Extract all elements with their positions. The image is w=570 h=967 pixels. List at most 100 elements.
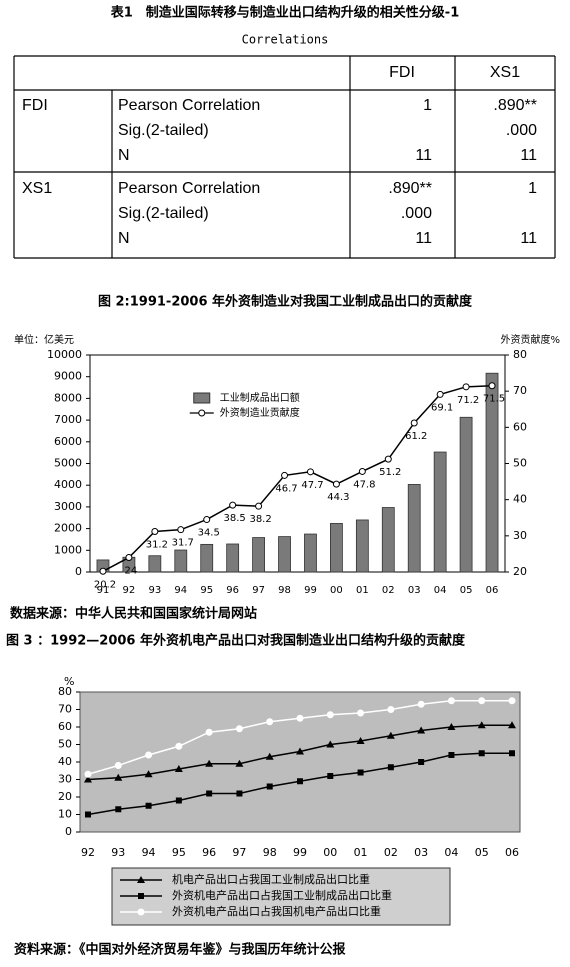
source-note: 资料来源：《中国对外经济贸易年鉴》与我国历年统计公报 xyxy=(14,942,347,958)
x-tick-label: 03 xyxy=(414,846,428,859)
x-tick-label: 01 xyxy=(356,585,369,596)
table-group: XS1 xyxy=(22,180,52,197)
bar xyxy=(278,536,291,573)
table: FDI XS1 FDI XS1 Pearson Correlation 1 .890… xyxy=(13,55,556,259)
bar xyxy=(459,416,473,573)
marker xyxy=(478,750,485,757)
marker xyxy=(85,811,91,818)
x-tick-label: 95 xyxy=(200,585,213,596)
marker xyxy=(114,762,122,769)
y2-tick-label: 60 xyxy=(513,420,527,433)
marker xyxy=(125,554,133,562)
y-tick-label: 0 xyxy=(65,825,72,838)
marker xyxy=(265,752,274,760)
marker xyxy=(115,806,122,813)
y-tick-label: 8000 xyxy=(54,391,82,404)
x-tick-label: 00 xyxy=(323,846,337,859)
y2-tick-label: 50 xyxy=(513,457,527,470)
marker xyxy=(175,742,183,750)
data-label: 38.2 xyxy=(249,514,271,525)
marker xyxy=(357,769,364,776)
marker xyxy=(447,697,455,705)
marker xyxy=(266,783,273,790)
marker xyxy=(387,706,395,713)
y-tick-label: 10000 xyxy=(47,348,82,361)
x-tick-label: 03 xyxy=(408,585,421,596)
table-cell: 1 xyxy=(528,180,537,197)
legend-swatch xyxy=(193,392,211,404)
table-cell: 11 xyxy=(520,230,537,247)
legend-box xyxy=(111,867,451,926)
marker xyxy=(417,700,425,708)
marker xyxy=(508,697,516,705)
y-tick-label: 7000 xyxy=(54,413,82,426)
source-note: 数据来源：中华人民共和国国家统计局网站 xyxy=(10,606,257,622)
x-tick-label: 02 xyxy=(384,846,398,859)
y-tick-label: 1000 xyxy=(54,543,82,556)
data-label: 31.2 xyxy=(146,539,168,550)
y2-tick-label: 70 xyxy=(513,384,527,397)
x-tick-label: 98 xyxy=(263,846,277,859)
data-label: 71.5 xyxy=(483,394,505,405)
y-tick-label: 40 xyxy=(58,755,72,768)
marker xyxy=(296,714,304,722)
chart-title: 图 3 ：1992—2006 年外资机电产品出口对我国制造业出口结构升级的贡献度 xyxy=(6,633,466,649)
marker xyxy=(488,382,496,390)
x-tick-label: 05 xyxy=(460,585,473,596)
y2-tick-label: 80 xyxy=(513,348,527,361)
row-label: Sig.(2-tailed) xyxy=(118,122,209,139)
marker xyxy=(235,725,243,733)
y-tick-label: 60 xyxy=(58,720,72,733)
line xyxy=(102,384,493,572)
marker xyxy=(296,747,304,755)
x-tick-label: 02 xyxy=(382,585,395,596)
y-tick-label: 3000 xyxy=(54,500,82,513)
table-group: FDI xyxy=(22,97,48,114)
row-label: N xyxy=(118,147,130,164)
table-cell: .890** xyxy=(493,97,537,114)
marker xyxy=(306,468,314,476)
marker xyxy=(326,711,334,719)
x-tick-label: 01 xyxy=(354,846,368,859)
row-label: Pearson Correlation xyxy=(118,180,260,197)
marker xyxy=(266,718,274,726)
data-label: 69.1 xyxy=(431,402,453,413)
data-label: 38.5 xyxy=(224,513,246,524)
y-tick-label: 6000 xyxy=(54,435,82,448)
y-tick-label: 0 xyxy=(75,565,82,578)
x-tick-label: 04 xyxy=(434,585,447,596)
data-label: 51.2 xyxy=(379,467,401,478)
x-tick-label: 92 xyxy=(81,846,95,859)
bar xyxy=(200,543,214,573)
marker xyxy=(236,790,243,797)
marker xyxy=(145,751,153,759)
x-tick-label: 95 xyxy=(172,846,186,859)
x-tick-label: 93 xyxy=(148,585,161,596)
y2-axis-label: 外资贡献度% xyxy=(500,333,560,346)
chart-title: 图 2:1991-2006 年外资制造业对我国工业制成品出口的贡献度 xyxy=(98,294,473,310)
data-label: 46.7 xyxy=(275,483,297,494)
marker xyxy=(386,731,395,739)
legend-label: 外资机电产品出口占我国工业制成品出口比重 xyxy=(172,888,392,902)
x-tick-label: 97 xyxy=(232,846,246,859)
data-label: 24 xyxy=(125,566,138,577)
data-label: 34.5 xyxy=(198,528,220,539)
table-cell: 11 xyxy=(415,230,432,247)
x-tick-label: 05 xyxy=(475,846,489,859)
x-tick-label: 92 xyxy=(123,585,136,596)
marker xyxy=(508,721,516,729)
y-tick-label: 9000 xyxy=(54,370,82,383)
marker xyxy=(205,759,214,767)
marker xyxy=(356,737,365,744)
x-tick-label: 94 xyxy=(142,846,156,859)
marker xyxy=(114,773,123,781)
row-label: Pearson Correlation xyxy=(118,97,260,114)
marker xyxy=(145,802,152,809)
marker xyxy=(84,775,92,783)
bar xyxy=(407,484,421,573)
marker xyxy=(235,759,244,767)
marker xyxy=(410,419,418,427)
marker xyxy=(478,697,486,705)
y-tick-label: 4000 xyxy=(54,478,82,491)
